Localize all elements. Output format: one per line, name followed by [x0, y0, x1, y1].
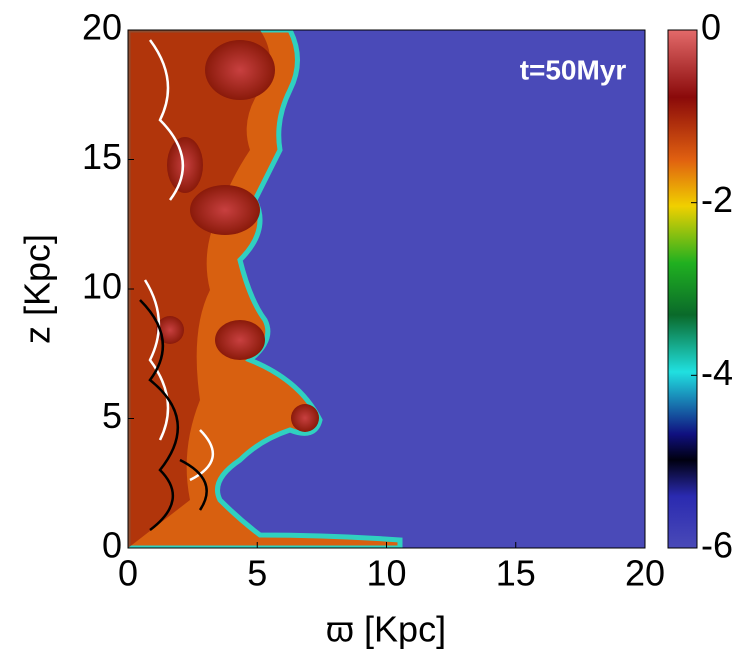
- annotation: t=50Myr: [520, 54, 627, 85]
- x-tick-label: 5: [247, 553, 267, 594]
- y-tick-label: 0: [102, 525, 122, 566]
- colorbar-tick-label: 0: [701, 7, 721, 48]
- field-image: [128, 30, 645, 548]
- colorbar-tick-label: -6: [701, 525, 733, 566]
- x-tick-label: 0: [118, 553, 138, 594]
- colorbar: [667, 29, 698, 549]
- y-tick-label: 15: [82, 136, 122, 177]
- x-tick-label: 15: [496, 553, 536, 594]
- colorbar-tick-label: -2: [701, 179, 733, 220]
- y-tick-label: 5: [102, 395, 122, 436]
- y-axis-label: z [Kpc]: [17, 234, 58, 344]
- y-tick-label: 10: [82, 266, 122, 307]
- y-tick-label: 20: [82, 7, 122, 48]
- x-tick-label: 20: [625, 553, 665, 594]
- colorbar-tick-label: -4: [701, 352, 733, 393]
- x-axis-label: ϖ [Kpc]: [326, 609, 446, 650]
- x-tick-label: 10: [366, 553, 406, 594]
